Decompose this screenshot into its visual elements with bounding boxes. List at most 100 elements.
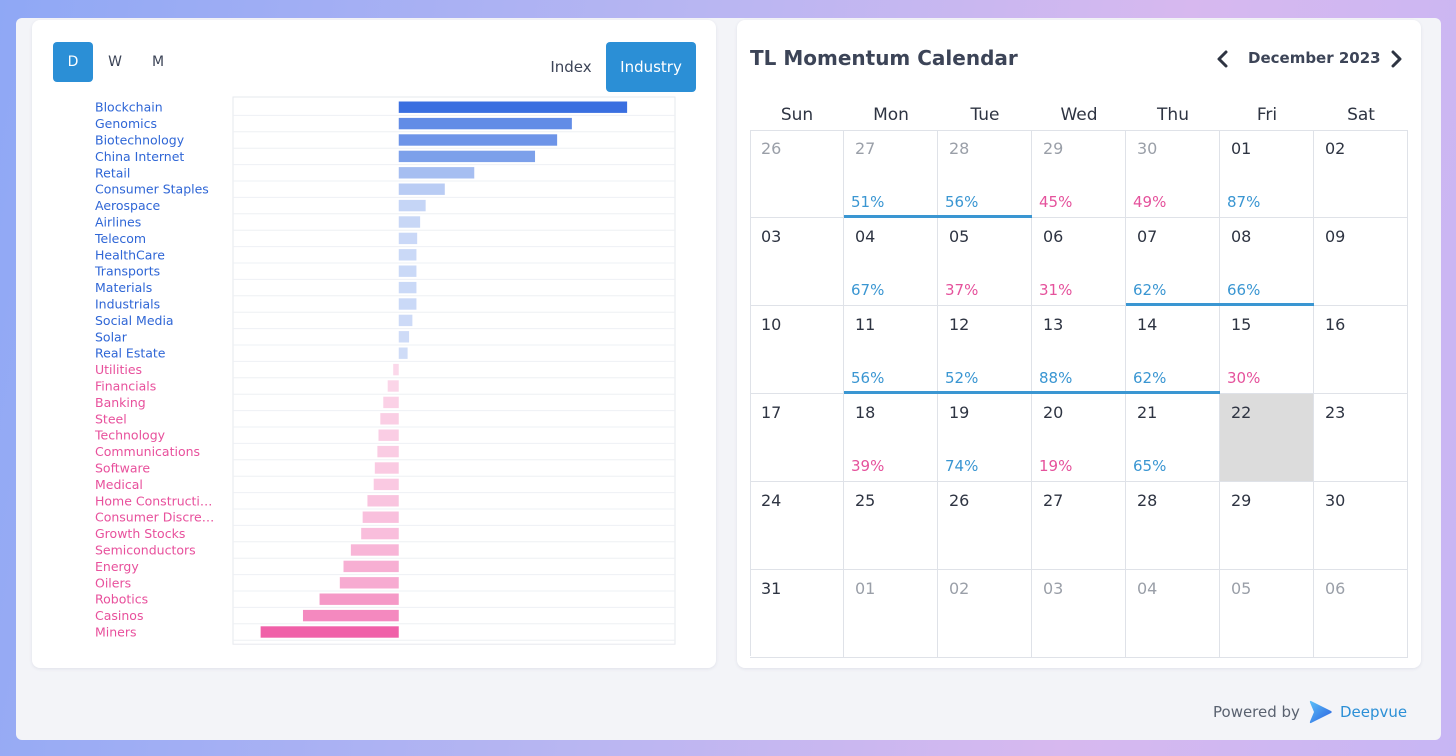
calendar-day[interactable]: 16: [1314, 306, 1408, 394]
deepvue-brand-link[interactable]: Deepvue: [1339, 703, 1408, 721]
calendar-day[interactable]: 01 87%: [1220, 130, 1314, 218]
calendar-day[interactable]: 07 62%: [1126, 218, 1220, 306]
calendar-day[interactable]: 20 19%: [1032, 394, 1126, 482]
industry-view-button[interactable]: Industry: [606, 42, 696, 92]
calendar-day[interactable]: 15 30%: [1220, 306, 1314, 394]
day-number: 18: [855, 403, 876, 422]
industry-label: Utilities: [95, 362, 142, 377]
weekday-sun: Sun: [780, 105, 814, 125]
plot-frame: [232, 96, 676, 645]
calendar-day[interactable]: 17: [750, 394, 844, 482]
calendar-day[interactable]: 19 74%: [938, 394, 1032, 482]
bar-transports: [398, 265, 417, 277]
calendar-day[interactable]: 09: [1314, 218, 1408, 306]
calendar-day[interactable]: 02: [1314, 130, 1408, 218]
momentum-percent: 19%: [1039, 457, 1073, 475]
industry-label: Retail: [95, 165, 130, 180]
calendar-day[interactable]: 03: [750, 218, 844, 306]
calendar-day[interactable]: 01: [844, 570, 938, 658]
calendar-day[interactable]: 05 37%: [938, 218, 1032, 306]
momentum-percent: 65%: [1133, 457, 1167, 475]
momentum-percent: 30%: [1227, 369, 1261, 387]
day-number: 28: [1137, 491, 1158, 510]
calendar-day[interactable]: 04 67%: [844, 218, 938, 306]
calendar-day[interactable]: 27 51%: [844, 130, 938, 218]
calendar-day[interactable]: 05: [1220, 570, 1314, 658]
calendar-day[interactable]: 10: [750, 306, 844, 394]
chevron-left-icon[interactable]: [1214, 48, 1232, 70]
day-number: 27: [855, 139, 876, 158]
calendar-day[interactable]: 13 88%: [1032, 306, 1126, 394]
index-view-button[interactable]: Index: [550, 58, 592, 76]
calendar-day[interactable]: 29 45%: [1032, 130, 1126, 218]
timeframe-month-button[interactable]: M: [151, 54, 165, 70]
bar-miners: [260, 626, 399, 638]
calendar-day[interactable]: 11 56%: [844, 306, 938, 394]
momentum-percent: 45%: [1039, 193, 1073, 211]
calendar-day[interactable]: 28 56%: [938, 130, 1032, 218]
current-month-label: December 2023: [1248, 49, 1381, 67]
powered-by-label: Powered by: [1213, 703, 1300, 721]
calendar-day[interactable]: 14 62%: [1126, 306, 1220, 394]
calendar-day[interactable]: 02: [938, 570, 1032, 658]
calendar-day[interactable]: 29: [1220, 482, 1314, 570]
calendar-day[interactable]: 24: [750, 482, 844, 570]
bar-real-estate: [398, 347, 408, 359]
industry-label: Airlines: [95, 215, 141, 230]
timeframe-week-button[interactable]: W: [108, 54, 122, 70]
industry-label: Casinos: [95, 608, 143, 623]
calendar-day[interactable]: 30: [1314, 482, 1408, 570]
industry-label: Steel: [95, 411, 127, 426]
calendar-day[interactable]: 06 31%: [1032, 218, 1126, 306]
calendar-day[interactable]: 25: [844, 482, 938, 570]
calendar-grid: 26 27 51% 28 56% 29 45% 30 49% 01 87% 02 03 04 67% 05 37…: [750, 130, 1408, 658]
weekday-thu: Thu: [1157, 105, 1189, 125]
day-number: 05: [1231, 579, 1252, 598]
bar-consumer-staples: [398, 183, 445, 195]
calendar-day[interactable]: 21 65%: [1126, 394, 1220, 482]
streak-underline: [844, 215, 938, 218]
streak-underline: [938, 215, 1032, 218]
calendar-day[interactable]: 27: [1032, 482, 1126, 570]
calendar-day[interactable]: 18 39%: [844, 394, 938, 482]
momentum-percent: 37%: [945, 281, 979, 299]
industry-label: Biotechnology: [95, 133, 185, 148]
bar-utilities: [393, 363, 399, 376]
calendar-day[interactable]: 23: [1314, 394, 1408, 482]
industry-label: Social Media: [95, 313, 174, 328]
calendar-day[interactable]: 28: [1126, 482, 1220, 570]
bar-medical: [373, 478, 399, 491]
deepvue-logo-icon[interactable]: [1308, 699, 1334, 725]
calendar-day[interactable]: 26: [938, 482, 1032, 570]
industry-label: Telecom: [94, 231, 146, 246]
bar-genomics: [398, 117, 572, 130]
calendar-day[interactable]: 31: [750, 570, 844, 658]
day-number: 26: [949, 491, 970, 510]
calendar-day[interactable]: 08 66%: [1220, 218, 1314, 306]
industry-label: Software: [95, 461, 150, 476]
streak-underline: [938, 391, 1032, 394]
bar-technology: [378, 429, 399, 441]
bar-biotechnology: [398, 134, 558, 146]
calendar-day[interactable]: 04: [1126, 570, 1220, 658]
day-number: 30: [1137, 139, 1158, 158]
calendar-day[interactable]: 30 49%: [1126, 130, 1220, 218]
bar-china-internet: [398, 150, 536, 163]
calendar-day[interactable]: 26: [750, 130, 844, 218]
momentum-percent: 74%: [945, 457, 979, 475]
calendar-day[interactable]: 06: [1314, 570, 1408, 658]
industry-label: Real Estate: [95, 346, 166, 361]
industry-label: Consumer Discre…: [95, 510, 214, 525]
day-number: 13: [1043, 315, 1064, 334]
chevron-right-icon[interactable]: [1387, 48, 1405, 70]
timeframe-day-button[interactable]: D: [53, 42, 93, 82]
calendar-day[interactable]: 03: [1032, 570, 1126, 658]
momentum-percent: 49%: [1133, 193, 1167, 211]
streak-underline: [1220, 303, 1314, 306]
industry-label: Energy: [95, 559, 139, 574]
momentum-calendar-panel: TL Momentum Calendar December 2023 26 27 5…: [737, 20, 1421, 668]
bar-oilers: [339, 577, 399, 589]
calendar-day-today[interactable]: 22: [1220, 394, 1314, 482]
calendar-day[interactable]: 12 52%: [938, 306, 1032, 394]
